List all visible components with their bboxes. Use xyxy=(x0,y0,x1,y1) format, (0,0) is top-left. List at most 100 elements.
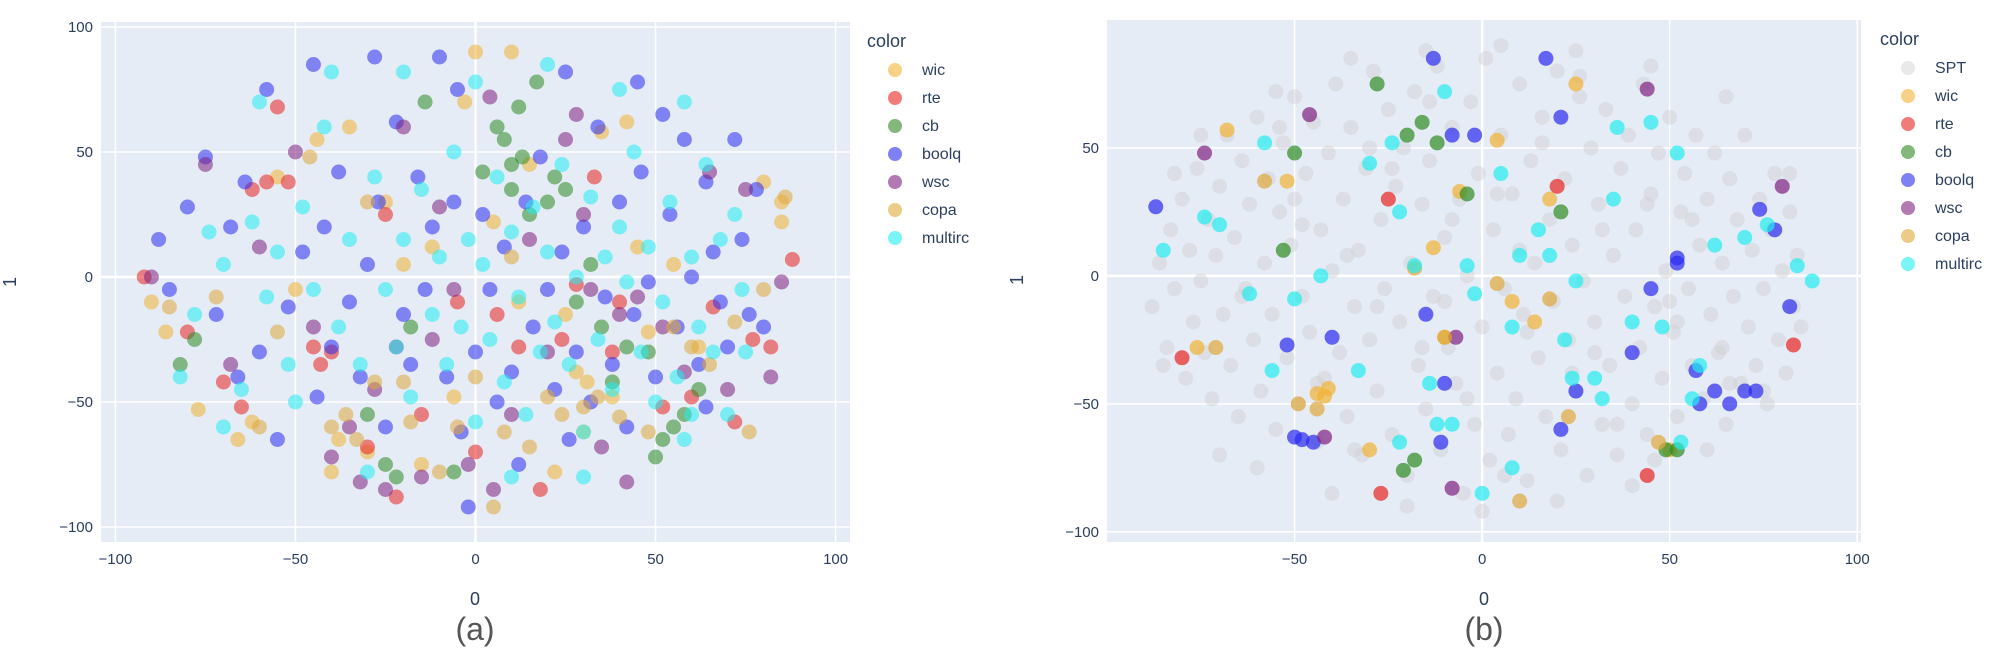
legend-label-rte: rte xyxy=(1935,116,1954,133)
point-multirc xyxy=(1422,375,1438,391)
point-boolq xyxy=(532,149,548,165)
point-boolq xyxy=(1669,250,1685,266)
point-boolq xyxy=(223,219,239,235)
point-SPT xyxy=(1264,306,1280,322)
point-SPT xyxy=(1748,357,1764,373)
point-rte xyxy=(1785,337,1801,353)
point-multirc xyxy=(698,157,714,172)
y-tick-label: 0 xyxy=(85,269,93,286)
point-SPT xyxy=(1680,281,1696,297)
point-wic xyxy=(287,282,303,297)
point-cb xyxy=(1287,145,1303,161)
point-SPT xyxy=(1658,263,1674,279)
point-SPT xyxy=(1193,127,1209,143)
x-tick-label: −100 xyxy=(99,551,133,568)
point-multirc xyxy=(590,332,606,347)
point-SPT xyxy=(1369,299,1385,315)
point-boolq xyxy=(1748,383,1764,399)
point-SPT xyxy=(1313,222,1329,238)
point-SPT xyxy=(1455,485,1471,501)
point-copa xyxy=(161,299,177,315)
point-multirc xyxy=(395,232,411,247)
point-multirc xyxy=(727,207,743,222)
point-SPT xyxy=(1639,427,1655,443)
point-SPT xyxy=(1523,153,1539,169)
point-SPT xyxy=(1425,288,1441,304)
point-SPT xyxy=(1662,109,1678,125)
point-cb xyxy=(619,339,635,355)
point-wic xyxy=(558,307,574,322)
point-cb xyxy=(388,469,404,485)
point-boolq xyxy=(367,49,383,65)
point-SPT xyxy=(1609,416,1625,432)
point-multirc xyxy=(1459,258,1475,274)
point-boolq xyxy=(449,82,465,97)
point-SPT xyxy=(1163,222,1179,238)
point-SPT xyxy=(1602,357,1618,373)
legend-a: wic rte cb boolq wsc copa multirc xyxy=(888,62,969,247)
panel-b: −50 0 50 100 50 0 −50 −100 0 1 color SPT wic rte… xyxy=(1007,20,1982,647)
point-multirc xyxy=(1429,416,1445,432)
point-SPT xyxy=(1208,247,1224,263)
point-SPT xyxy=(1272,204,1288,220)
point-SPT xyxy=(1534,135,1550,151)
point-multirc xyxy=(612,219,628,235)
point-boolq xyxy=(1782,299,1798,315)
point-multirc xyxy=(684,407,700,422)
point-SPT xyxy=(1770,332,1786,348)
point-wsc xyxy=(558,132,574,147)
point-SPT xyxy=(1279,350,1295,366)
point-wsc xyxy=(395,119,411,135)
point-cb xyxy=(1395,462,1411,478)
point-SPT xyxy=(1714,255,1730,271)
point-rte xyxy=(388,489,404,505)
point-wic xyxy=(158,324,174,340)
point-copa xyxy=(359,194,375,210)
point-copa xyxy=(449,419,465,435)
point-copa xyxy=(395,374,411,390)
point-multirc xyxy=(619,274,635,290)
point-rte xyxy=(784,252,800,267)
point-SPT xyxy=(1448,375,1464,391)
point-SPT xyxy=(1718,416,1734,432)
point-SPT xyxy=(1759,396,1775,412)
point-SPT xyxy=(1692,237,1708,253)
y-axis-label-b: 1 xyxy=(1007,275,1027,285)
point-cb xyxy=(496,132,512,147)
point-multirc xyxy=(269,244,285,260)
point-multirc xyxy=(244,214,260,230)
legend-label-multirc: multirc xyxy=(1935,256,1982,273)
point-wic xyxy=(457,94,473,110)
point-boolq xyxy=(705,244,721,260)
point-SPT xyxy=(1587,314,1603,330)
caption-a: (a) xyxy=(455,611,494,647)
point-copa xyxy=(1512,493,1528,509)
point-multirc xyxy=(738,344,754,360)
point-boolq xyxy=(410,169,426,185)
legend-marker-SPT xyxy=(1901,61,1915,75)
point-SPT xyxy=(1782,204,1798,220)
point-boolq xyxy=(1324,329,1340,345)
point-wsc xyxy=(720,382,736,397)
point-copa xyxy=(554,407,570,422)
point-boolq xyxy=(151,232,167,247)
point-boolq xyxy=(1437,375,1453,391)
point-SPT xyxy=(1613,160,1629,176)
point-wic xyxy=(1189,340,1205,356)
point-SPT xyxy=(1212,447,1228,463)
point-multirc xyxy=(1350,363,1366,379)
point-multirc xyxy=(496,374,512,390)
point-boolq xyxy=(1643,281,1659,297)
point-SPT xyxy=(1347,299,1363,315)
point-SPT xyxy=(1549,493,1565,509)
point-multirc xyxy=(1692,357,1708,373)
point-multirc xyxy=(1313,268,1329,284)
point-multirc xyxy=(1264,363,1280,379)
point-boolq xyxy=(280,299,296,315)
legend-title-a: color xyxy=(867,31,906,51)
y-ticks-b: 50 0 −50 −100 xyxy=(1065,140,1099,541)
point-multirc xyxy=(1155,242,1171,258)
point-boolq xyxy=(1553,421,1569,437)
point-wsc xyxy=(446,282,462,297)
point-boolq xyxy=(251,344,267,360)
